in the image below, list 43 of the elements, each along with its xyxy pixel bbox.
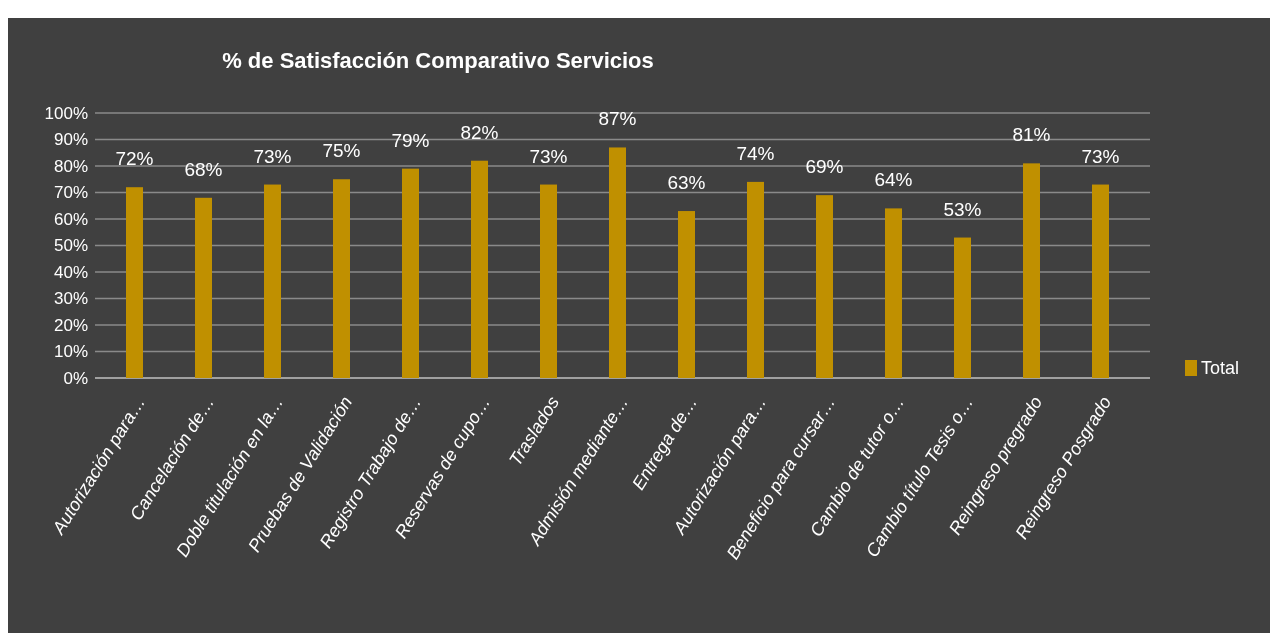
legend-label: Total	[1201, 358, 1240, 379]
y-tick-label: 30%	[53, 289, 88, 309]
data-label: 74%	[736, 142, 775, 164]
bar	[126, 187, 143, 378]
data-label: 79%	[391, 129, 430, 151]
y-tick-label: 90%	[53, 130, 88, 150]
chart-title: % de Satisfacción Comparativo Servicios	[222, 48, 654, 73]
bar	[471, 160, 488, 378]
data-label: 69%	[805, 156, 844, 178]
data-label: 82%	[460, 121, 499, 143]
bar	[609, 147, 626, 378]
data-label: 87%	[598, 108, 637, 130]
y-tick-label: 20%	[53, 315, 88, 335]
bar	[195, 197, 212, 378]
data-label: 63%	[667, 172, 706, 194]
data-label: 64%	[874, 169, 913, 191]
bar	[747, 181, 764, 378]
bar	[540, 184, 557, 378]
y-tick-label: 40%	[53, 262, 88, 282]
bar	[402, 168, 419, 378]
bar	[1092, 184, 1109, 378]
bar	[816, 195, 833, 378]
bar	[885, 208, 902, 378]
bar	[264, 184, 281, 378]
data-label: 53%	[943, 198, 982, 220]
y-tick-label: 100%	[44, 103, 88, 123]
data-label: 68%	[184, 158, 223, 180]
data-label: 73%	[529, 145, 568, 167]
bar	[678, 211, 695, 378]
y-tick-label: 60%	[53, 209, 88, 229]
data-label: 73%	[1081, 145, 1120, 167]
bar	[1023, 163, 1040, 378]
data-label: 75%	[322, 140, 361, 162]
data-label: 73%	[253, 145, 292, 167]
bar	[954, 237, 971, 378]
y-tick-label: 10%	[53, 342, 88, 362]
bar	[333, 179, 350, 378]
y-tick-label: 50%	[53, 236, 88, 256]
y-tick-label: 80%	[53, 156, 88, 176]
y-tick-label: 70%	[53, 183, 88, 203]
data-label: 72%	[115, 148, 154, 170]
y-tick-label: 0%	[63, 368, 88, 388]
data-label: 81%	[1012, 124, 1051, 146]
